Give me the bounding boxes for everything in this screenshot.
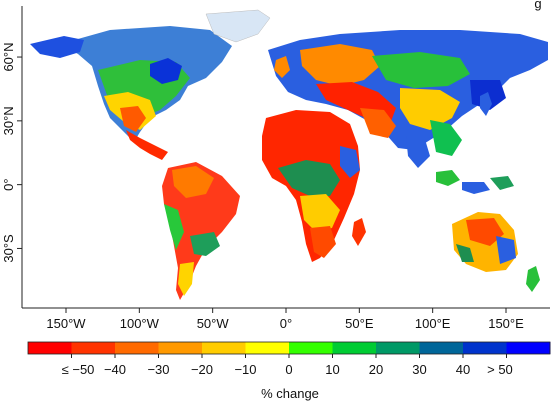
longitude-tick-label: 50°W: [197, 316, 230, 331]
latitude-tick-label: 30°N: [1, 106, 16, 135]
color-bar-tick-label: 10: [325, 362, 339, 377]
color-bar-tick-label: ≤ −50: [62, 362, 95, 377]
longitude-tick-label: 100°E: [415, 316, 451, 331]
south-america: [162, 162, 240, 300]
color-bar-tick-label: 30: [412, 362, 426, 377]
north-america: [30, 26, 232, 160]
latitude-tick-label: 0°: [1, 178, 16, 190]
color-bar-segment: [71, 342, 116, 354]
longitude-tick-label: 150°E: [488, 316, 524, 331]
color-bar-tick-label: 0: [285, 362, 292, 377]
longitude-axis: 150°W 100°W 50°W 0° 50°E 100°E 150°E: [22, 307, 550, 331]
japan: [480, 92, 492, 116]
title-fragment: g: [534, 0, 541, 11]
color-bar-segment: [463, 342, 507, 354]
latitude-tick-label: 30°S: [1, 234, 16, 263]
color-bar: [27, 341, 551, 355]
longitude-tick-label: 100°W: [120, 316, 160, 331]
latitude-tick-label: 60°N: [1, 43, 16, 72]
color-bar-segment: [506, 342, 551, 354]
continents-layer: [30, 9, 548, 300]
eurasia: [268, 30, 548, 168]
color-bar-segment: [202, 342, 246, 354]
color-bar-segment: [332, 342, 377, 354]
new-zealand: [526, 266, 540, 292]
africa: [262, 110, 360, 262]
longitude-tick-label: 0°: [280, 316, 292, 331]
legend-title: % change: [261, 386, 319, 401]
color-bar-tick-label: −30: [147, 362, 169, 377]
color-bar-segment: [115, 342, 159, 354]
longitude-tick-label: 150°W: [46, 316, 86, 331]
latitude-axis: 60°N 30°N 0° 30°S: [1, 6, 23, 308]
uk-ireland: [274, 56, 290, 78]
color-bar-tick-label: −20: [191, 362, 213, 377]
color-bar-segment: [419, 342, 464, 354]
color-bar-tick-label: 40: [456, 362, 470, 377]
color-bar-segment: [376, 342, 420, 354]
australia: [452, 212, 518, 272]
madagascar: [352, 218, 366, 246]
color-bar-segment: [28, 342, 72, 354]
color-bar-tick-label: > 50: [487, 362, 513, 377]
color-bar-tick-label: 20: [369, 362, 383, 377]
color-bar-tick-label: −10: [234, 362, 256, 377]
longitude-tick-label: 50°E: [345, 316, 374, 331]
color-bar-segment: [245, 342, 290, 354]
color-bar-tick-label: −40: [104, 362, 126, 377]
southeast-asia-islands: [436, 170, 514, 194]
greenland: [205, 9, 271, 43]
color-bar-segment: [289, 342, 333, 354]
color-bar-segment: [158, 342, 203, 354]
color-bar-labels: ≤ −50 −40 −30 −20 −10 0 10 20 30 40 > 50: [62, 354, 513, 377]
